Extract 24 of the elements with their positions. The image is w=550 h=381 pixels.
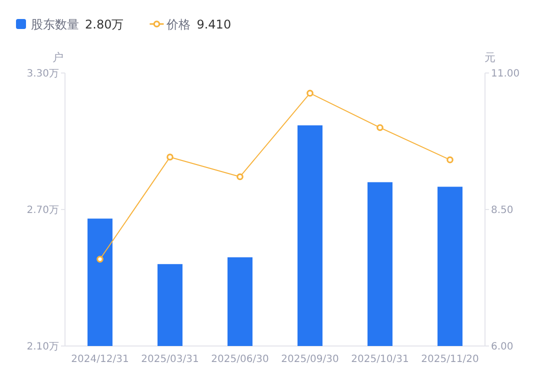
point <box>306 90 314 97</box>
point <box>446 156 454 164</box>
point <box>236 173 244 180</box>
x-tick-label: 2025/03/31 <box>141 354 199 365</box>
y2-tick-label: 6.00 <box>491 342 514 352</box>
point <box>166 154 174 160</box>
y-tick-label: 3.30万 <box>26 68 59 80</box>
text: 9.410 <box>196 18 232 32</box>
y-axis-title: 户 <box>52 51 64 64</box>
x-tick-label: 2025/06/30 <box>211 354 269 365</box>
x-tick-label: 2025/09/30 <box>281 354 339 365</box>
y-tick-label: 2.70万 <box>26 205 59 216</box>
y-tick-label: 2.10万 <box>26 342 59 352</box>
x-tick-label: 2025/11/20 <box>421 354 479 365</box>
point <box>96 256 104 263</box>
x-tick-label: 2025/10/31 <box>351 354 409 365</box>
legend-label: 股东数量 <box>31 18 79 32</box>
y2-axis-title: 元 <box>484 51 496 64</box>
y2-tick-label: 8.50 <box>491 205 514 216</box>
legend-label: 价格 <box>166 18 191 32</box>
point <box>376 124 384 131</box>
y2-tick-label: 11.00 <box>491 68 520 80</box>
x-tick-label: 2024/12/31 <box>71 354 129 365</box>
text: 2.80万 <box>85 18 124 32</box>
